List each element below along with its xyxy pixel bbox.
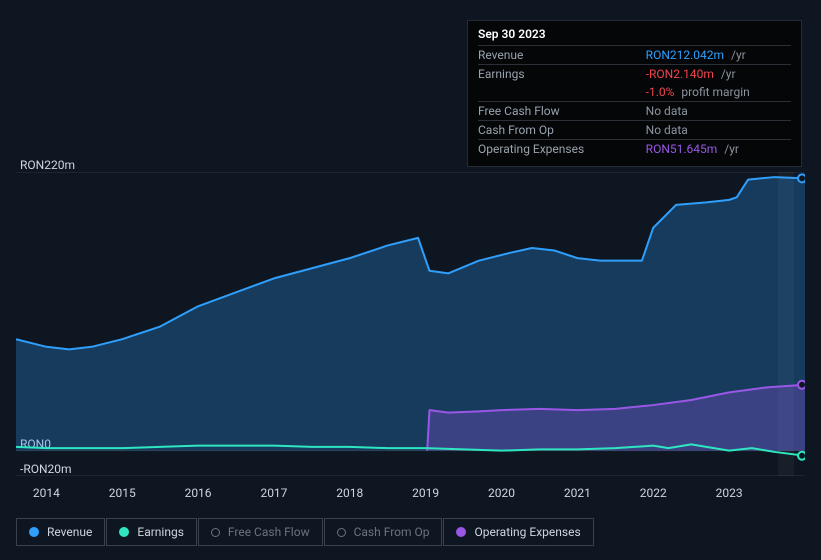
- chart-tooltip: Sep 30 2023 RevenueRON212.042m /yrEarnin…: [467, 20, 802, 167]
- legend-swatch-icon: [119, 527, 129, 537]
- financials-chart: { "tooltip": { "x": 467, "y": 20, "width…: [0, 0, 821, 560]
- chart-plot-area[interactable]: [16, 172, 805, 476]
- tooltip-row-value: No data: [646, 121, 791, 140]
- tooltip-row-value: -RON2.140m /yr: [646, 65, 791, 84]
- xaxis-label: 2020: [488, 486, 515, 500]
- tooltip-row-value: No data: [646, 102, 791, 121]
- legend-label: Earnings: [137, 525, 184, 539]
- legend-item[interactable]: Revenue: [16, 518, 105, 546]
- series-end-marker: [798, 452, 805, 460]
- legend-item[interactable]: Earnings: [106, 518, 197, 546]
- xaxis-label: 2021: [564, 486, 591, 500]
- legend: Revenue Earnings Free Cash Flow Cash From O…: [16, 518, 594, 546]
- tooltip-row-label: Cash From Op: [478, 121, 646, 140]
- xaxis-label: 2018: [336, 486, 363, 500]
- tooltip-row-label: Operating Expenses: [478, 140, 646, 159]
- legend-swatch-icon: [29, 527, 39, 537]
- tooltip-row-label: [478, 83, 646, 102]
- tooltip-row-value: RON212.042m /yr: [646, 46, 791, 65]
- legend-label: Free Cash Flow: [228, 525, 310, 539]
- xaxis-label: 2016: [185, 486, 212, 500]
- legend-item[interactable]: Operating Expenses: [443, 518, 593, 546]
- tooltip-table: RevenueRON212.042m /yrEarnings-RON2.140m…: [478, 45, 791, 158]
- series-end-marker: [798, 381, 805, 389]
- xaxis-label: 2017: [260, 486, 287, 500]
- legend-swatch-icon: [211, 528, 220, 537]
- series-end-marker: [798, 174, 805, 182]
- tooltip-row-value: -1.0% profit margin: [646, 83, 791, 102]
- legend-label: Revenue: [47, 525, 92, 539]
- xaxis-label: 2023: [716, 486, 743, 500]
- tooltip-row-label: Free Cash Flow: [478, 102, 646, 121]
- tooltip-row-label: Earnings: [478, 65, 646, 84]
- legend-label: Operating Expenses: [474, 525, 580, 539]
- legend-label: Cash From Op: [354, 525, 430, 539]
- tooltip-row-value: RON51.645m /yr: [646, 140, 791, 159]
- xaxis-label: 2022: [640, 486, 667, 500]
- xaxis-label: 2019: [412, 486, 439, 500]
- legend-swatch-icon: [456, 527, 466, 537]
- tooltip-row-label: Revenue: [478, 46, 646, 65]
- legend-swatch-icon: [337, 528, 346, 537]
- xaxis-label: 2014: [33, 486, 60, 500]
- legend-item[interactable]: Free Cash Flow: [198, 518, 323, 546]
- legend-item[interactable]: Cash From Op: [324, 518, 443, 546]
- xaxis-label: 2015: [109, 486, 136, 500]
- yaxis-label: RON220m: [20, 158, 75, 172]
- tooltip-date: Sep 30 2023: [478, 27, 791, 41]
